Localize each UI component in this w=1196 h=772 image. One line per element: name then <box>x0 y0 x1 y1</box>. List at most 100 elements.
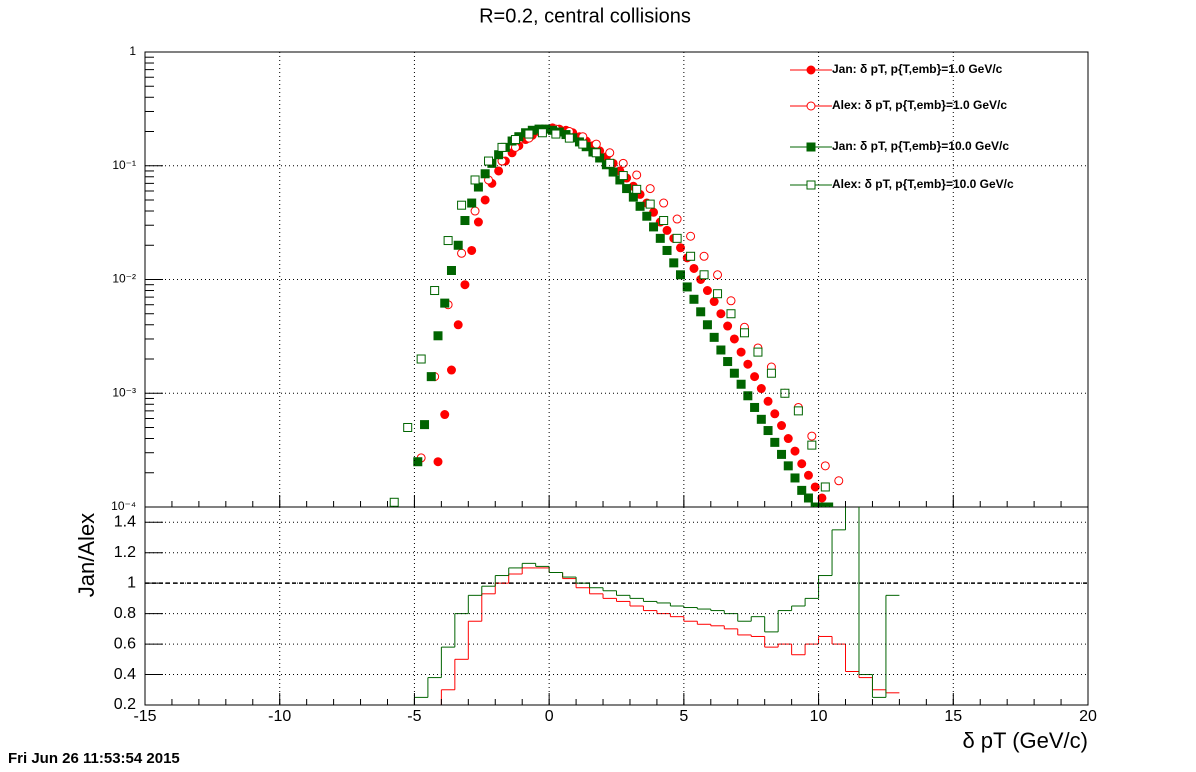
data-point <box>783 434 793 444</box>
data-point <box>807 431 817 441</box>
y-tick-label: 0.4 <box>114 666 136 683</box>
data-point <box>824 502 834 507</box>
data-point <box>716 309 726 319</box>
data-point <box>655 233 665 243</box>
data-point <box>716 345 726 355</box>
data-point <box>817 502 827 507</box>
x-tick-label: -5 <box>407 708 421 725</box>
data-point <box>689 294 699 304</box>
data-point <box>702 320 712 330</box>
bottom-frame <box>144 506 1089 706</box>
data-point <box>632 170 642 180</box>
data-point <box>770 437 780 447</box>
data-point <box>497 142 507 152</box>
data-point <box>729 334 739 344</box>
data-point <box>433 457 443 467</box>
data-point <box>453 320 463 330</box>
data-point <box>682 282 692 292</box>
data-point <box>763 396 773 406</box>
data-point <box>699 251 709 261</box>
x-tick-label: 0 <box>545 708 554 725</box>
data-point <box>578 139 588 149</box>
y-tick-label: 1 <box>127 574 136 591</box>
y-axis-label: Jan/Alex <box>74 513 99 597</box>
data-point <box>750 372 760 382</box>
data-point <box>763 426 773 436</box>
data-point <box>416 354 426 364</box>
y-tick-label: 10⁻² <box>112 272 136 286</box>
y-tick-label: 0.8 <box>114 605 136 622</box>
data-point <box>686 251 696 261</box>
data-point <box>467 198 477 208</box>
y-tick-label: 0.2 <box>114 696 136 713</box>
data-point <box>817 493 827 503</box>
x-tick-label: 15 <box>944 708 962 725</box>
x-tick-label: -10 <box>268 708 291 725</box>
data-point <box>743 391 753 401</box>
data-point <box>702 286 712 296</box>
data-point <box>622 184 632 194</box>
data-point <box>770 409 780 419</box>
data-point <box>766 368 776 378</box>
data-point <box>608 167 618 177</box>
data-point <box>662 245 672 255</box>
timestamp: Fri Jun 26 11:53:54 2015 <box>8 750 180 767</box>
data-point <box>743 359 753 369</box>
data-point <box>696 307 706 317</box>
x-tick-label: 5 <box>679 708 688 725</box>
data-point <box>797 459 807 469</box>
data-point <box>675 270 685 280</box>
y-tick-label: 0.6 <box>114 635 136 652</box>
data-point <box>820 482 830 492</box>
data-point <box>645 199 655 209</box>
data-point <box>460 280 470 290</box>
data-point <box>440 298 450 308</box>
data-point <box>726 309 736 319</box>
data-point <box>632 184 642 194</box>
data-point <box>524 129 534 139</box>
data-point <box>726 296 736 306</box>
data-point <box>480 195 490 205</box>
data-point <box>659 216 669 226</box>
data-point <box>790 446 800 456</box>
data-point <box>618 171 628 181</box>
y-tick-label: 10⁻⁴ <box>111 499 136 513</box>
y-tick-label: 10⁻¹ <box>112 158 136 172</box>
data-point <box>618 158 628 168</box>
data-point <box>797 485 807 495</box>
data-point <box>635 201 645 211</box>
chart-title: R=0.2, central collisions <box>479 5 691 27</box>
data-point <box>777 421 787 431</box>
data-point <box>713 270 723 280</box>
data-point <box>739 328 749 338</box>
data-point <box>473 217 483 227</box>
data-point <box>426 372 436 382</box>
top-frame <box>144 51 1089 508</box>
data-point <box>605 148 615 158</box>
data-point <box>777 449 787 459</box>
data-point <box>446 265 456 275</box>
data-point <box>790 473 800 483</box>
data-point <box>709 332 719 342</box>
data-point <box>440 410 450 420</box>
data-point <box>709 297 719 307</box>
x-tick-label: 20 <box>1079 708 1097 725</box>
data-point <box>793 406 803 416</box>
data-point <box>591 148 601 158</box>
data-point <box>662 225 672 235</box>
data-point <box>443 236 453 246</box>
data-point <box>467 245 477 255</box>
data-point <box>413 457 423 467</box>
data-point <box>591 139 601 149</box>
data-point <box>669 258 679 268</box>
data-point <box>420 420 430 430</box>
data-point <box>820 461 830 471</box>
data-point <box>756 414 766 424</box>
data-point <box>537 128 547 138</box>
data-point <box>803 493 813 503</box>
legend-label: Alex: δ pT, p{T,emb}=1.0 GeV/c <box>832 98 1007 112</box>
data-point <box>484 156 494 166</box>
data-point <box>446 365 456 375</box>
legend-marker <box>806 101 816 111</box>
bottom-plot <box>145 507 1088 705</box>
